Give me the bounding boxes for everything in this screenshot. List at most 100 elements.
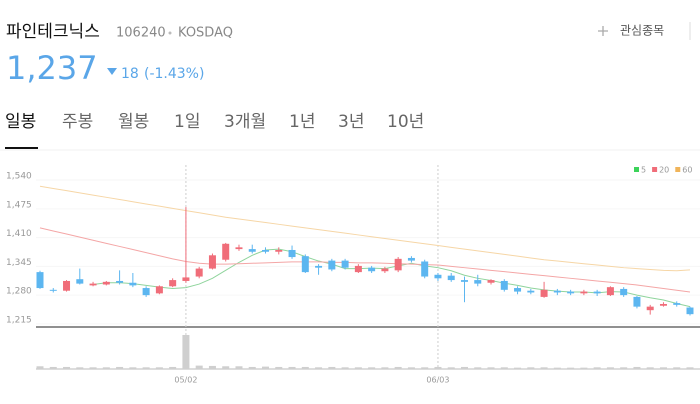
volume-bar [275,366,283,369]
volume-bar [315,367,323,369]
candle-body [195,268,203,277]
volume-bar [76,367,84,369]
candle-body [646,306,654,311]
period-tab[interactable]: 주봉 [62,112,93,132]
candle-body [354,265,362,273]
period-tab[interactable]: 10년 [387,112,424,132]
volume-bar [407,367,415,369]
down-arrow [107,68,117,75]
volume-bar [235,366,243,369]
candle-body [63,280,71,291]
y-tick-label: 1,280 [6,287,32,297]
watchlist-label[interactable]: 관심종목 [620,24,664,38]
change-pct: (-1.43%) [144,66,204,82]
legend-swatch [634,167,639,172]
candle-body [487,280,495,283]
candle-body [474,280,482,284]
period-tab[interactable]: 3개월 [224,112,266,132]
period-tab[interactable]: 1일 [174,112,200,132]
volume-bar [474,367,482,369]
candle-body [368,267,376,272]
candle-body [407,257,415,261]
volume-bar [142,367,150,369]
candle-body [169,280,177,287]
volume-bar [606,367,614,369]
candle-body [129,282,137,286]
candle-body [421,261,429,277]
separator-dot [168,31,172,35]
volume-bar [102,367,110,369]
candle-body [341,260,349,268]
volume-bar [169,366,177,369]
volume-bar [421,367,429,369]
watchlist-button[interactable]: 관심종목 [598,24,664,38]
period-tab[interactable]: 3년 [338,112,364,132]
volume-bar [527,367,535,369]
volume-bar [341,367,349,369]
candle-body [527,290,535,293]
y-tick-label: 1,215 [6,315,32,325]
candle-body [540,289,548,297]
candle-body [434,274,442,279]
candle-body [116,280,124,283]
volume-bar [368,367,376,369]
candle-body [315,265,323,268]
volume-bar [646,367,654,369]
candle-body [673,303,681,305]
candle-body [102,281,110,285]
candle-body [580,291,588,294]
volume-bar [580,367,588,369]
period-tab[interactable]: 일봉 [5,112,36,132]
volume-bar [593,367,601,369]
period-tab[interactable]: 1년 [289,112,315,132]
volume-bar [354,367,362,369]
candle-body [659,303,667,306]
volume-bar [182,335,190,369]
volume-bar [686,367,694,369]
volume-bar [514,367,522,369]
candle-body [381,268,389,272]
candle-body [222,243,230,260]
volume-bar [301,366,309,369]
volume-bar [288,366,296,369]
volume-bar [49,366,57,369]
legend-label: 20 [659,166,669,175]
candle-body [606,287,614,296]
y-tick-label: 1,475 [6,200,32,210]
volume-bar [460,366,468,369]
candle-body [275,249,283,252]
candle-body [208,255,216,269]
volume-bar [620,367,628,369]
candle-body [514,288,522,292]
volume-bar [447,367,455,369]
candle-body [447,275,455,281]
candle-body [235,247,243,250]
plus-icon [598,26,608,36]
candle-body [328,260,336,270]
y-tick-label: 1,345 [6,258,32,268]
volume-bar [328,366,336,369]
volume-bar [381,367,389,369]
candle-body [36,272,44,289]
price: 1,237 [6,49,98,87]
volume-bar [208,365,216,369]
y-tick-label: 1,410 [6,229,32,239]
volume-bar [129,367,137,369]
volume-bar [89,367,97,369]
stock-code: 106240 [116,26,166,41]
candle-body [142,288,150,296]
legend-swatch [675,167,681,172]
volume-bar [673,367,681,369]
candle-body [553,290,561,293]
volume-bar [155,367,163,369]
candle-body [49,289,57,291]
period-tab[interactable]: 월봉 [118,112,149,132]
stock-name: 파인테크닉스 [6,22,100,42]
x-tick-label: 06/03 [426,376,449,385]
candle-body [262,249,270,252]
volume-bar [262,366,270,369]
candle-body [500,280,508,290]
moving-average-line [92,248,691,308]
